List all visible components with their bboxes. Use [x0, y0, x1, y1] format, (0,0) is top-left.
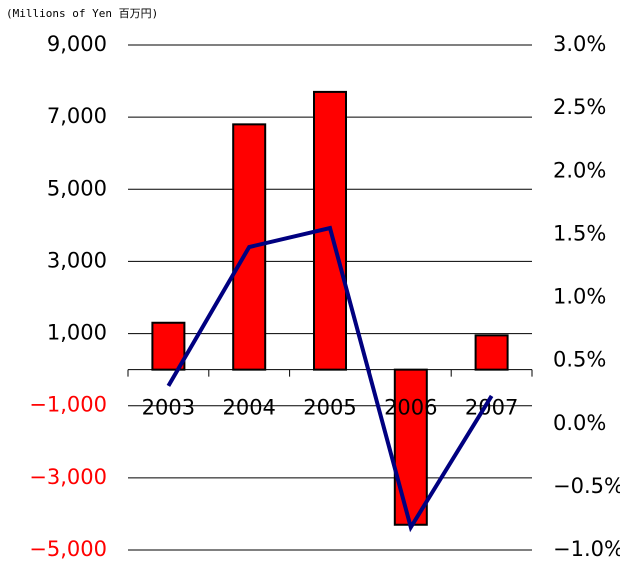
x-tick-label: 2004: [222, 396, 275, 420]
y-tick-label: 7,000: [47, 104, 107, 128]
y2-tick-label: 3.0%: [553, 32, 606, 56]
x-tick-label: 2006: [384, 396, 437, 420]
x-tick-label: 2003: [142, 396, 195, 420]
y-tick-label: 5,000: [47, 176, 107, 200]
y-tick-label: −5,000: [29, 537, 107, 561]
y2-tick-label: −1.0%: [553, 537, 620, 561]
bar: [474, 334, 509, 371]
y2-tick-label: 0.0%: [553, 411, 606, 435]
y-tick-label: −3,000: [29, 465, 107, 489]
y2-tick-label: 0.5%: [553, 348, 606, 372]
bar: [393, 368, 428, 526]
y-tick-label: 3,000: [47, 248, 107, 272]
y2-tick-label: −0.5%: [553, 474, 620, 498]
y-tick-label: 1,000: [47, 321, 107, 345]
line: [166, 225, 494, 533]
y2-tick-label: 1.0%: [553, 285, 606, 309]
y-tick-label: −1,000: [29, 393, 107, 417]
y-tick-label: 9,000: [47, 32, 107, 56]
x-tick-label: 2005: [303, 396, 356, 420]
y2-tick-label: 2.0%: [553, 158, 606, 182]
bar: [151, 321, 186, 371]
y-axis-label: (Millions of Yen 百万円): [6, 7, 158, 20]
y2-tick-label: 2.5%: [553, 95, 606, 119]
y2-tick-label: 1.5%: [553, 221, 606, 245]
